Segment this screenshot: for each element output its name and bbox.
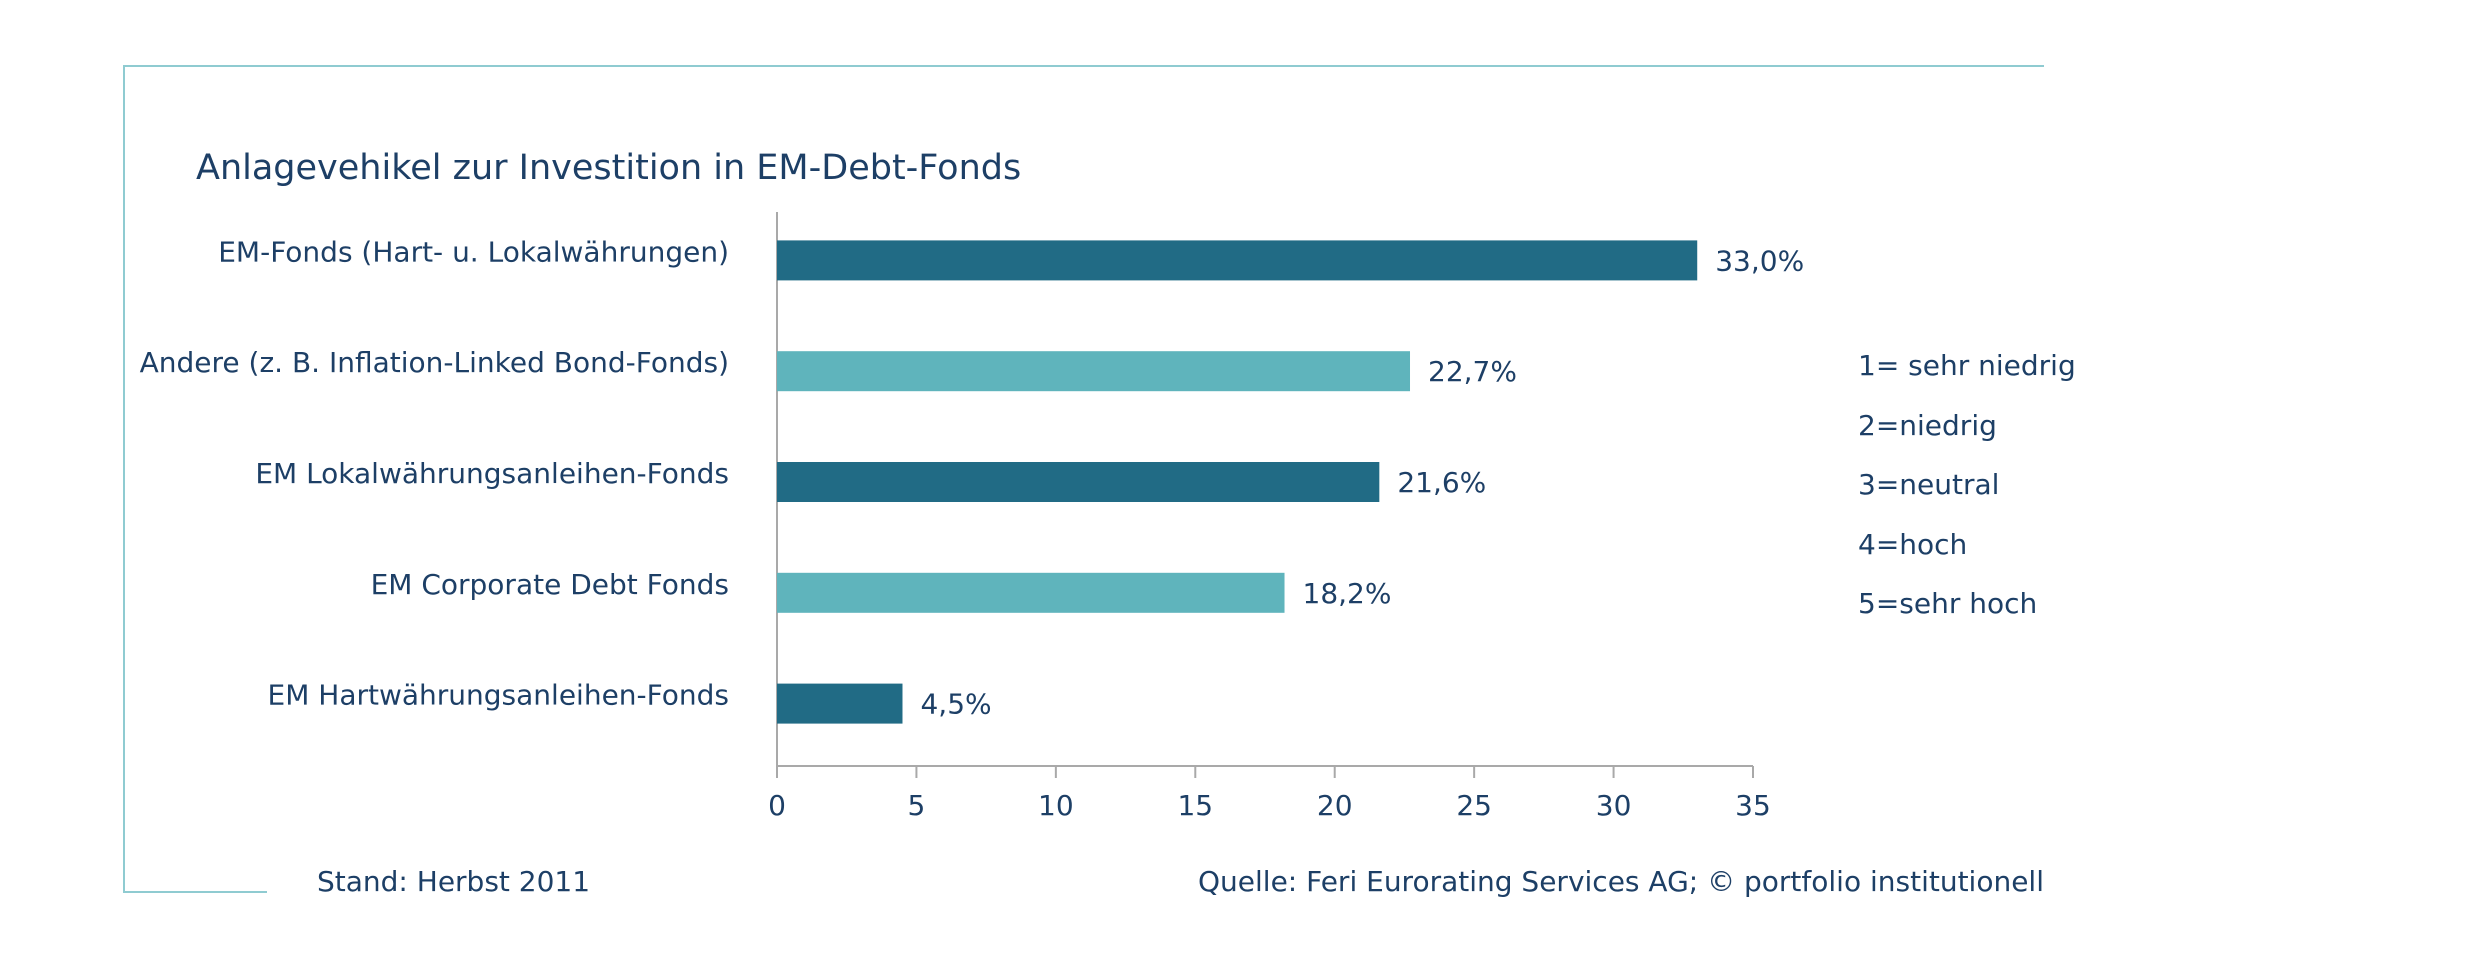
chart-title: Anlagevehikel zur Investition in EM-Debt…	[196, 148, 1022, 188]
legend-line-5: 5=sehr hoch	[1858, 587, 2038, 620]
value-label: 22,7%	[1428, 355, 1517, 388]
value-label: 33,0%	[1715, 244, 1804, 277]
legend-line-3: 3=neutral	[1858, 468, 2000, 501]
category-label: EM Hartwährungsanleihen-Fonds	[268, 679, 729, 712]
x-tick-label: 35	[1735, 789, 1771, 822]
stand-note: Stand: Herbst 2011	[317, 865, 591, 898]
category-label: EM-Fonds (Hart- u. Lokalwährungen)	[218, 235, 729, 268]
frame-bottom-line	[124, 891, 267, 893]
x-tick-label: 25	[1456, 789, 1492, 822]
legend-line-2: 2=niedrig	[1858, 408, 1997, 442]
value-label: 21,6%	[1397, 466, 1486, 499]
bar	[777, 572, 1285, 613]
category-label: EM Lokalwährungsanleihen-Fonds	[255, 457, 729, 490]
x-tick-label: 5	[908, 789, 926, 822]
bar	[777, 462, 1380, 502]
legend-line-1: 1= sehr niedrig	[1858, 349, 2076, 382]
bar	[777, 351, 1411, 392]
value-label: 18,2%	[1303, 577, 1392, 610]
x-tick-label: 10	[1038, 789, 1074, 822]
scale-legend: 1= sehr niedrig 2=niedrig 3=neutral 4=ho…	[1858, 346, 2076, 644]
value-label: 4,5%	[920, 688, 991, 721]
source-note: Quelle: Feri Eurorating Services AG; © p…	[1198, 865, 2044, 898]
x-tick-label: 20	[1317, 789, 1353, 822]
frame-top-line	[124, 65, 2044, 67]
frame-left-line	[123, 65, 125, 893]
x-tick-label: 0	[768, 789, 786, 822]
x-tick-label: 30	[1596, 789, 1632, 822]
category-label: Andere (z. B. Inflation-Linked Bond-Fond…	[140, 346, 729, 379]
bar	[777, 683, 903, 724]
legend-line-4: 4=hoch	[1858, 527, 1968, 561]
x-tick-label: 15	[1177, 789, 1213, 822]
category-label: EM Corporate Debt Fonds	[371, 568, 729, 601]
bar	[777, 240, 1698, 281]
